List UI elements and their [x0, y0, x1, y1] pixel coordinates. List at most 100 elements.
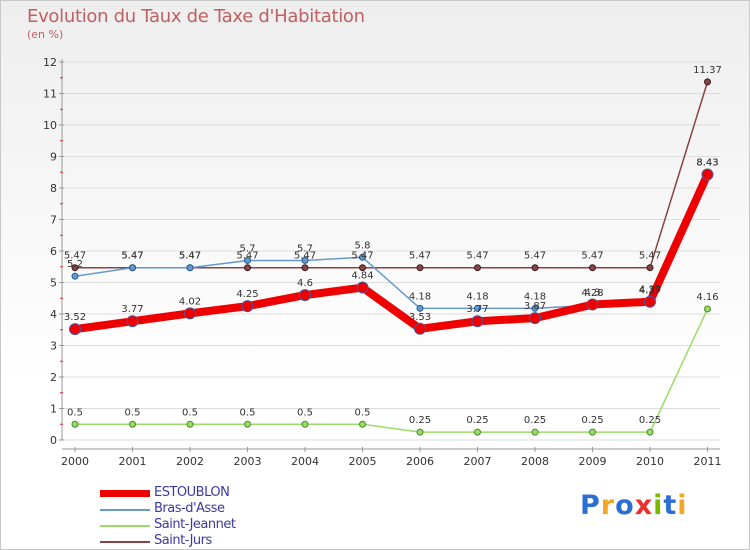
data-label-saint-jeannet: 0.5 [355, 407, 371, 418]
data-label-bras-d-asse: 5.47 [121, 251, 143, 262]
y-tick-label: 7 [50, 214, 57, 227]
data-label-saint-jeannet: 0.5 [240, 407, 256, 418]
x-tick-label: 2011 [694, 455, 722, 468]
data-label-estoublon: 4.84 [351, 271, 373, 282]
data-label-bras-d-asse: 4.18 [524, 291, 546, 302]
y-tick-label: 3 [50, 340, 57, 353]
y-tick-label: 6 [50, 245, 57, 258]
data-label-bras-d-asse: 4.37 [639, 285, 661, 296]
data-point-estoublon [701, 168, 714, 181]
x-tick-label: 2001 [119, 455, 147, 468]
y-tick-label: 9 [50, 151, 57, 164]
data-point-estoublon [644, 295, 656, 308]
data-label-saint-jurs: 5.47 [351, 251, 373, 262]
data-point-saint-jeannet [129, 420, 136, 428]
chart-title: Evolution du Taux de Taxe d'Habitation [27, 6, 365, 27]
data-point-saint-jeannet [704, 305, 711, 313]
data-label-bras-d-asse: 5.2 [67, 259, 83, 270]
series-line-saint-jeannet [74, 308, 709, 433]
data-point-saint-jurs [416, 264, 424, 272]
data-label-saint-jeannet: 0.5 [125, 407, 141, 418]
chart-subtitle: (en %) [27, 28, 64, 41]
data-label-bras-d-asse: 4.18 [466, 291, 488, 302]
y-tick-label: 10 [43, 119, 57, 132]
data-point-saint-jeannet [416, 428, 424, 436]
data-label-bras-d-asse: 5.8 [355, 240, 371, 251]
x-tick-label: 2002 [176, 455, 204, 468]
logo-letter: r [600, 490, 616, 521]
logo-letter: P [580, 490, 601, 521]
data-label-saint-jeannet: 0.5 [297, 407, 313, 418]
data-label-bras-d-asse: 5.7 [297, 243, 313, 254]
y-tick-label: 12 [43, 56, 57, 69]
data-label-saint-jeannet: 4.16 [696, 292, 718, 303]
data-point-saint-jeannet [301, 420, 309, 428]
data-point-estoublon [241, 300, 254, 313]
y-tick-label: 8 [50, 182, 57, 195]
data-point-saint-jurs [646, 264, 654, 272]
data-label-saint-jeannet: 0.25 [581, 415, 603, 426]
x-tick-label: 2007 [464, 455, 492, 468]
data-point-estoublon [184, 307, 196, 320]
x-tick-label: 2008 [521, 455, 549, 468]
data-label-estoublon: 4.25 [236, 289, 258, 300]
data-point-bras-d-asse [244, 256, 251, 264]
data-label-bras-d-asse: 8.43 [696, 157, 718, 168]
data-label-bras-d-asse: 5.7 [240, 243, 256, 254]
data-point-saint-jeannet [359, 420, 366, 428]
data-point-bras-d-asse [129, 264, 136, 272]
data-point-saint-jeannet [646, 428, 654, 436]
y-tick-label: 4 [50, 308, 57, 321]
data-point-saint-jurs [531, 264, 539, 272]
data-label-estoublon: 3.53 [409, 312, 431, 323]
data-label-estoublon: 4.6 [297, 278, 313, 289]
data-label-estoublon: 4.02 [179, 296, 201, 307]
x-tick-label: 2003 [234, 455, 262, 468]
data-label-saint-jurs: 5.47 [466, 251, 488, 262]
data-point-bras-d-asse [301, 256, 309, 264]
data-point-saint-jeannet [589, 428, 596, 436]
data-label-saint-jurs: 5.47 [64, 251, 86, 262]
data-label-saint-jeannet: 0.5 [182, 407, 198, 418]
data-point-bras-d-asse [416, 304, 424, 312]
data-point-bras-d-asse [531, 304, 539, 312]
data-label-saint-jeannet: 0.5 [67, 407, 83, 418]
series-line-bras-d-asse [74, 173, 709, 310]
logo-letter: i [653, 490, 664, 521]
data-point-saint-jurs [244, 264, 251, 272]
data-label-estoublon: 3.52 [64, 312, 86, 323]
proxiti-logo: Proxiti [580, 490, 688, 521]
data-point-saint-jeannet [244, 420, 251, 428]
data-label-saint-jeannet: 0.25 [466, 415, 488, 426]
x-tick-label: 2010 [636, 455, 664, 468]
data-label-saint-jurs: 5.47 [294, 251, 316, 262]
data-point-estoublon [356, 281, 369, 294]
data-label-saint-jurs: 11.37 [693, 65, 722, 76]
data-point-saint-jurs [474, 264, 481, 272]
data-label-estoublon: 3.77 [466, 304, 488, 315]
y-tick-label: 5 [50, 277, 57, 290]
data-label-saint-jurs: 5.47 [524, 251, 546, 262]
data-point-estoublon [299, 289, 311, 302]
y-tick-label: 0 [50, 434, 57, 447]
data-point-saint-jeannet [186, 420, 194, 428]
data-label-estoublon: 3.87 [524, 301, 546, 312]
x-tick-label: 2006 [406, 455, 434, 468]
data-point-bras-d-asse [186, 264, 194, 272]
y-tick-label: 1 [50, 403, 57, 416]
data-label-estoublon: 4.3 [585, 288, 601, 299]
data-point-bras-d-asse [71, 272, 79, 280]
data-label-saint-jurs: 5.47 [236, 251, 258, 262]
data-label-saint-jurs: 5.47 [409, 251, 431, 262]
data-point-saint-jurs [704, 78, 711, 86]
data-point-estoublon [529, 312, 541, 325]
data-point-saint-jeannet [71, 420, 79, 428]
x-tick-label: 2004 [291, 455, 319, 468]
legend-swatch-bras-d-asse [100, 509, 150, 511]
data-label-saint-jurs: 5.47 [581, 251, 603, 262]
data-point-estoublon [126, 315, 139, 328]
logo-letter: o [615, 490, 635, 521]
data-point-bras-d-asse [359, 253, 366, 261]
